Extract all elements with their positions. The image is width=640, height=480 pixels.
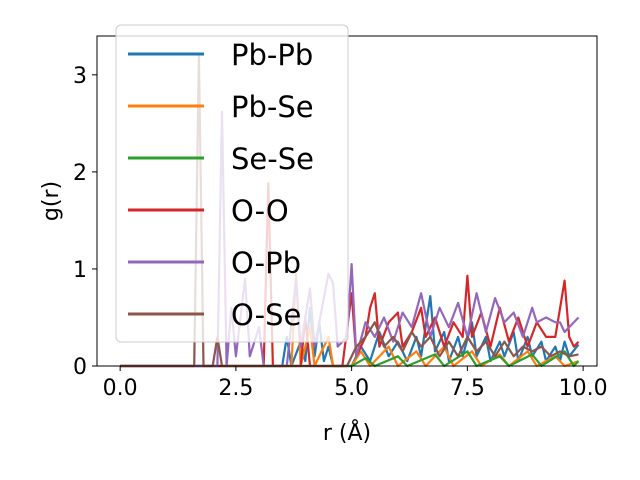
y-tick-label: 0	[73, 355, 87, 380]
legend-label: O-Se	[231, 298, 301, 332]
x-tick-label: 0.0	[103, 376, 138, 401]
legend-label: Pb-Pb	[231, 38, 313, 72]
x-axis: 0.0 2.5 5.0 7.5 10.0	[103, 366, 608, 401]
y-tick-label: 2	[73, 161, 87, 186]
series-line-o-se	[120, 54, 579, 368]
legend-label: Pb-Se	[231, 90, 314, 124]
legend: Pb-Pb Pb-Se Se-Se O-O O-Pb O-Se	[115, 24, 349, 343]
legend-label: O-O	[231, 194, 289, 228]
y-tick-label: 3	[73, 64, 87, 89]
series-line-se-se	[120, 350, 580, 368]
x-axis-label: r (Å)	[323, 419, 371, 446]
y-axis: 0 1 2 3	[73, 64, 97, 380]
legend-box	[115, 24, 349, 343]
y-axis-label: g(r)	[39, 181, 64, 221]
legend-label: O-Pb	[231, 246, 301, 280]
x-tick-label: 10.0	[559, 376, 608, 401]
x-tick-label: 2.5	[218, 376, 253, 401]
legend-label: Se-Se	[231, 142, 314, 176]
y-tick-label: 1	[73, 258, 87, 283]
x-tick-label: 5.0	[334, 376, 369, 401]
x-tick-label: 7.5	[450, 376, 485, 401]
